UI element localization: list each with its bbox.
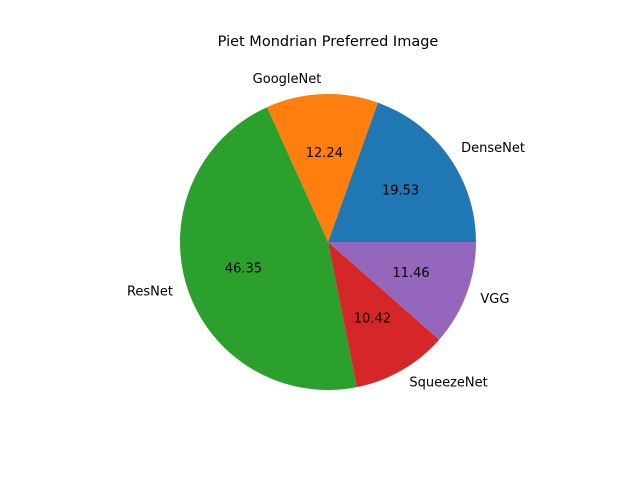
slice-value-label: 11.46	[392, 266, 429, 281]
slice-category-label: VGG	[480, 292, 509, 307]
slice-category-label: GoogleNet	[253, 72, 322, 87]
pie-slice-densenet	[328, 102, 477, 242]
slice-category-label: SqueezeNet	[409, 376, 487, 391]
slice-category-label: DenseNet	[461, 141, 525, 156]
slice-category-label: ResNet	[127, 284, 173, 299]
slice-value-label: 10.42	[354, 311, 391, 326]
pie-slice-resnet	[179, 107, 357, 391]
slice-value-label: 19.53	[382, 183, 419, 198]
slice-value-label: 12.24	[306, 146, 343, 161]
pie-slice-squeezenet	[328, 242, 440, 388]
pie-slice-vgg	[328, 242, 476, 340]
pie-slice-googlenet	[266, 94, 378, 243]
slice-value-label: 46.35	[225, 262, 262, 277]
chart-title: Piet Mondrian Preferred Image	[217, 34, 439, 50]
